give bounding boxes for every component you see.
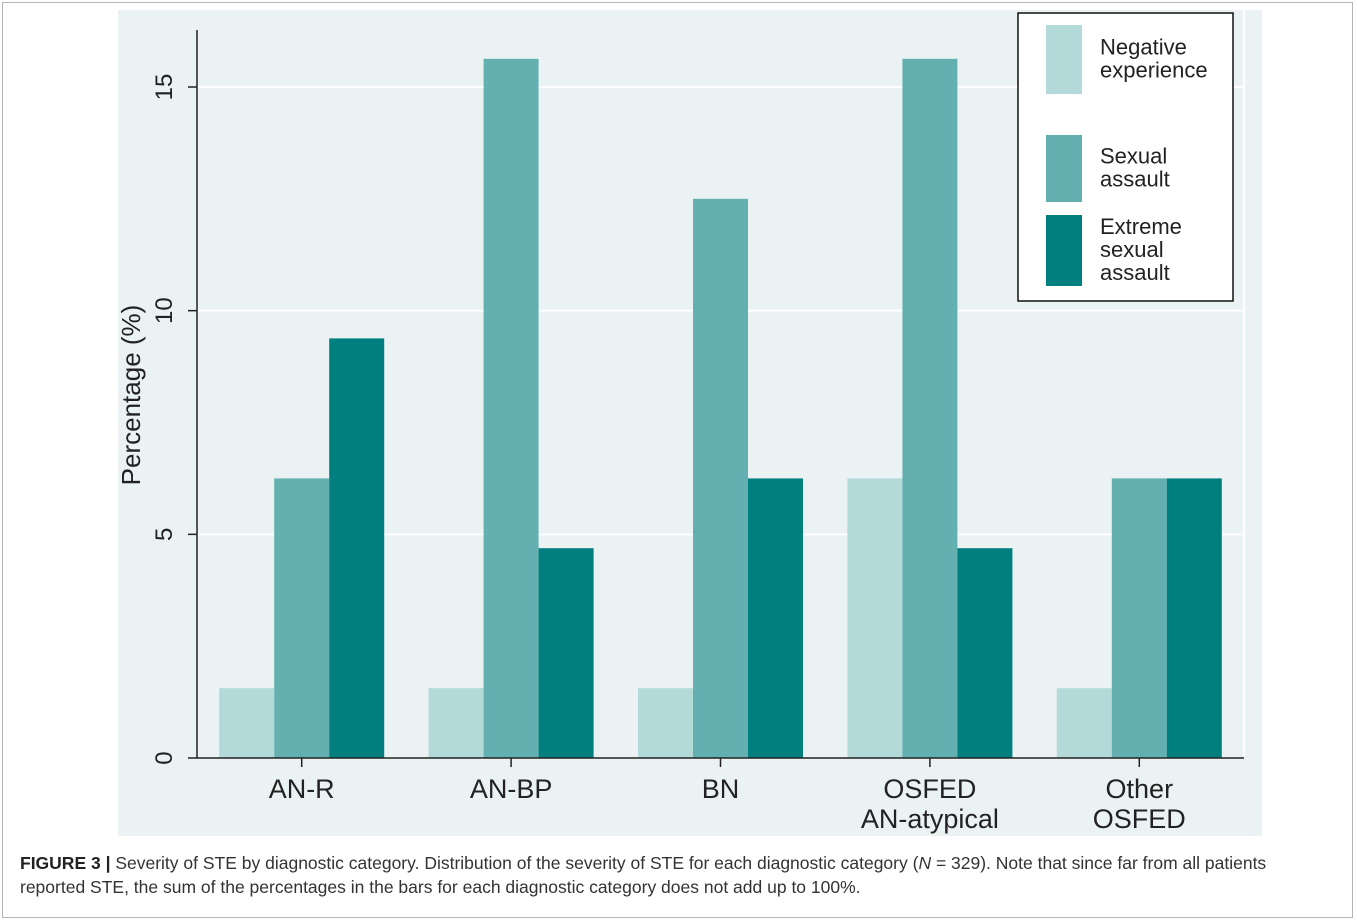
x-tick-label: AN-atypical	[861, 804, 999, 834]
legend-swatch	[1046, 215, 1082, 286]
legend-label: assault	[1100, 260, 1170, 285]
bar	[902, 58, 958, 759]
legend-label: assault	[1100, 167, 1170, 192]
x-tick-label: Other	[1106, 774, 1174, 804]
legend-label: Negative	[1100, 35, 1187, 60]
y-tick-label: 0	[151, 751, 178, 764]
y-tick-labels: 0 5 10 15	[151, 74, 178, 765]
figure-caption: FIGURE 3 | Severity of STE by diagnostic…	[20, 851, 1330, 899]
x-tick-label: AN-R	[269, 774, 335, 804]
bar	[957, 548, 1013, 758]
y-tick-label: 10	[151, 297, 178, 324]
bars	[219, 58, 1222, 759]
legend: NegativeexperienceSexualassaultExtremese…	[1017, 12, 1234, 302]
bar	[219, 688, 275, 758]
bar	[847, 478, 903, 758]
y-axis-label: Percentage (%)	[116, 305, 146, 486]
legend-label: Extreme	[1100, 214, 1182, 239]
legend-label: Sexual	[1100, 144, 1167, 169]
y-tick-label: 5	[151, 528, 178, 541]
x-tick-label: OSFED	[1093, 804, 1186, 834]
x-tick-label: OSFED	[883, 774, 976, 804]
legend-label: experience	[1100, 58, 1208, 83]
x-tick-label: AN-BP	[470, 774, 553, 804]
legend-swatch	[1046, 25, 1082, 94]
legend-label: sexual	[1100, 237, 1164, 262]
bar	[1111, 478, 1167, 758]
bar	[428, 688, 484, 758]
caption-text-1: Severity of STE by diagnostic category. …	[110, 853, 919, 873]
bar	[748, 478, 803, 758]
bar	[274, 478, 330, 758]
bar	[1166, 478, 1222, 758]
axes	[188, 30, 1244, 767]
caption-italic-n: N	[918, 853, 932, 873]
caption-text-2: = 329). Note that since far from all pat…	[20, 853, 1267, 897]
legend-swatch	[1046, 135, 1082, 202]
bar	[693, 198, 748, 759]
figure-label: FIGURE 3 |	[20, 853, 111, 873]
bar	[538, 548, 594, 758]
bar	[638, 688, 693, 758]
x-tick-label: BN	[702, 774, 740, 804]
bar	[483, 58, 539, 759]
y-tick-label: 15	[151, 74, 178, 101]
bar	[1056, 688, 1112, 758]
bar	[329, 338, 385, 758]
